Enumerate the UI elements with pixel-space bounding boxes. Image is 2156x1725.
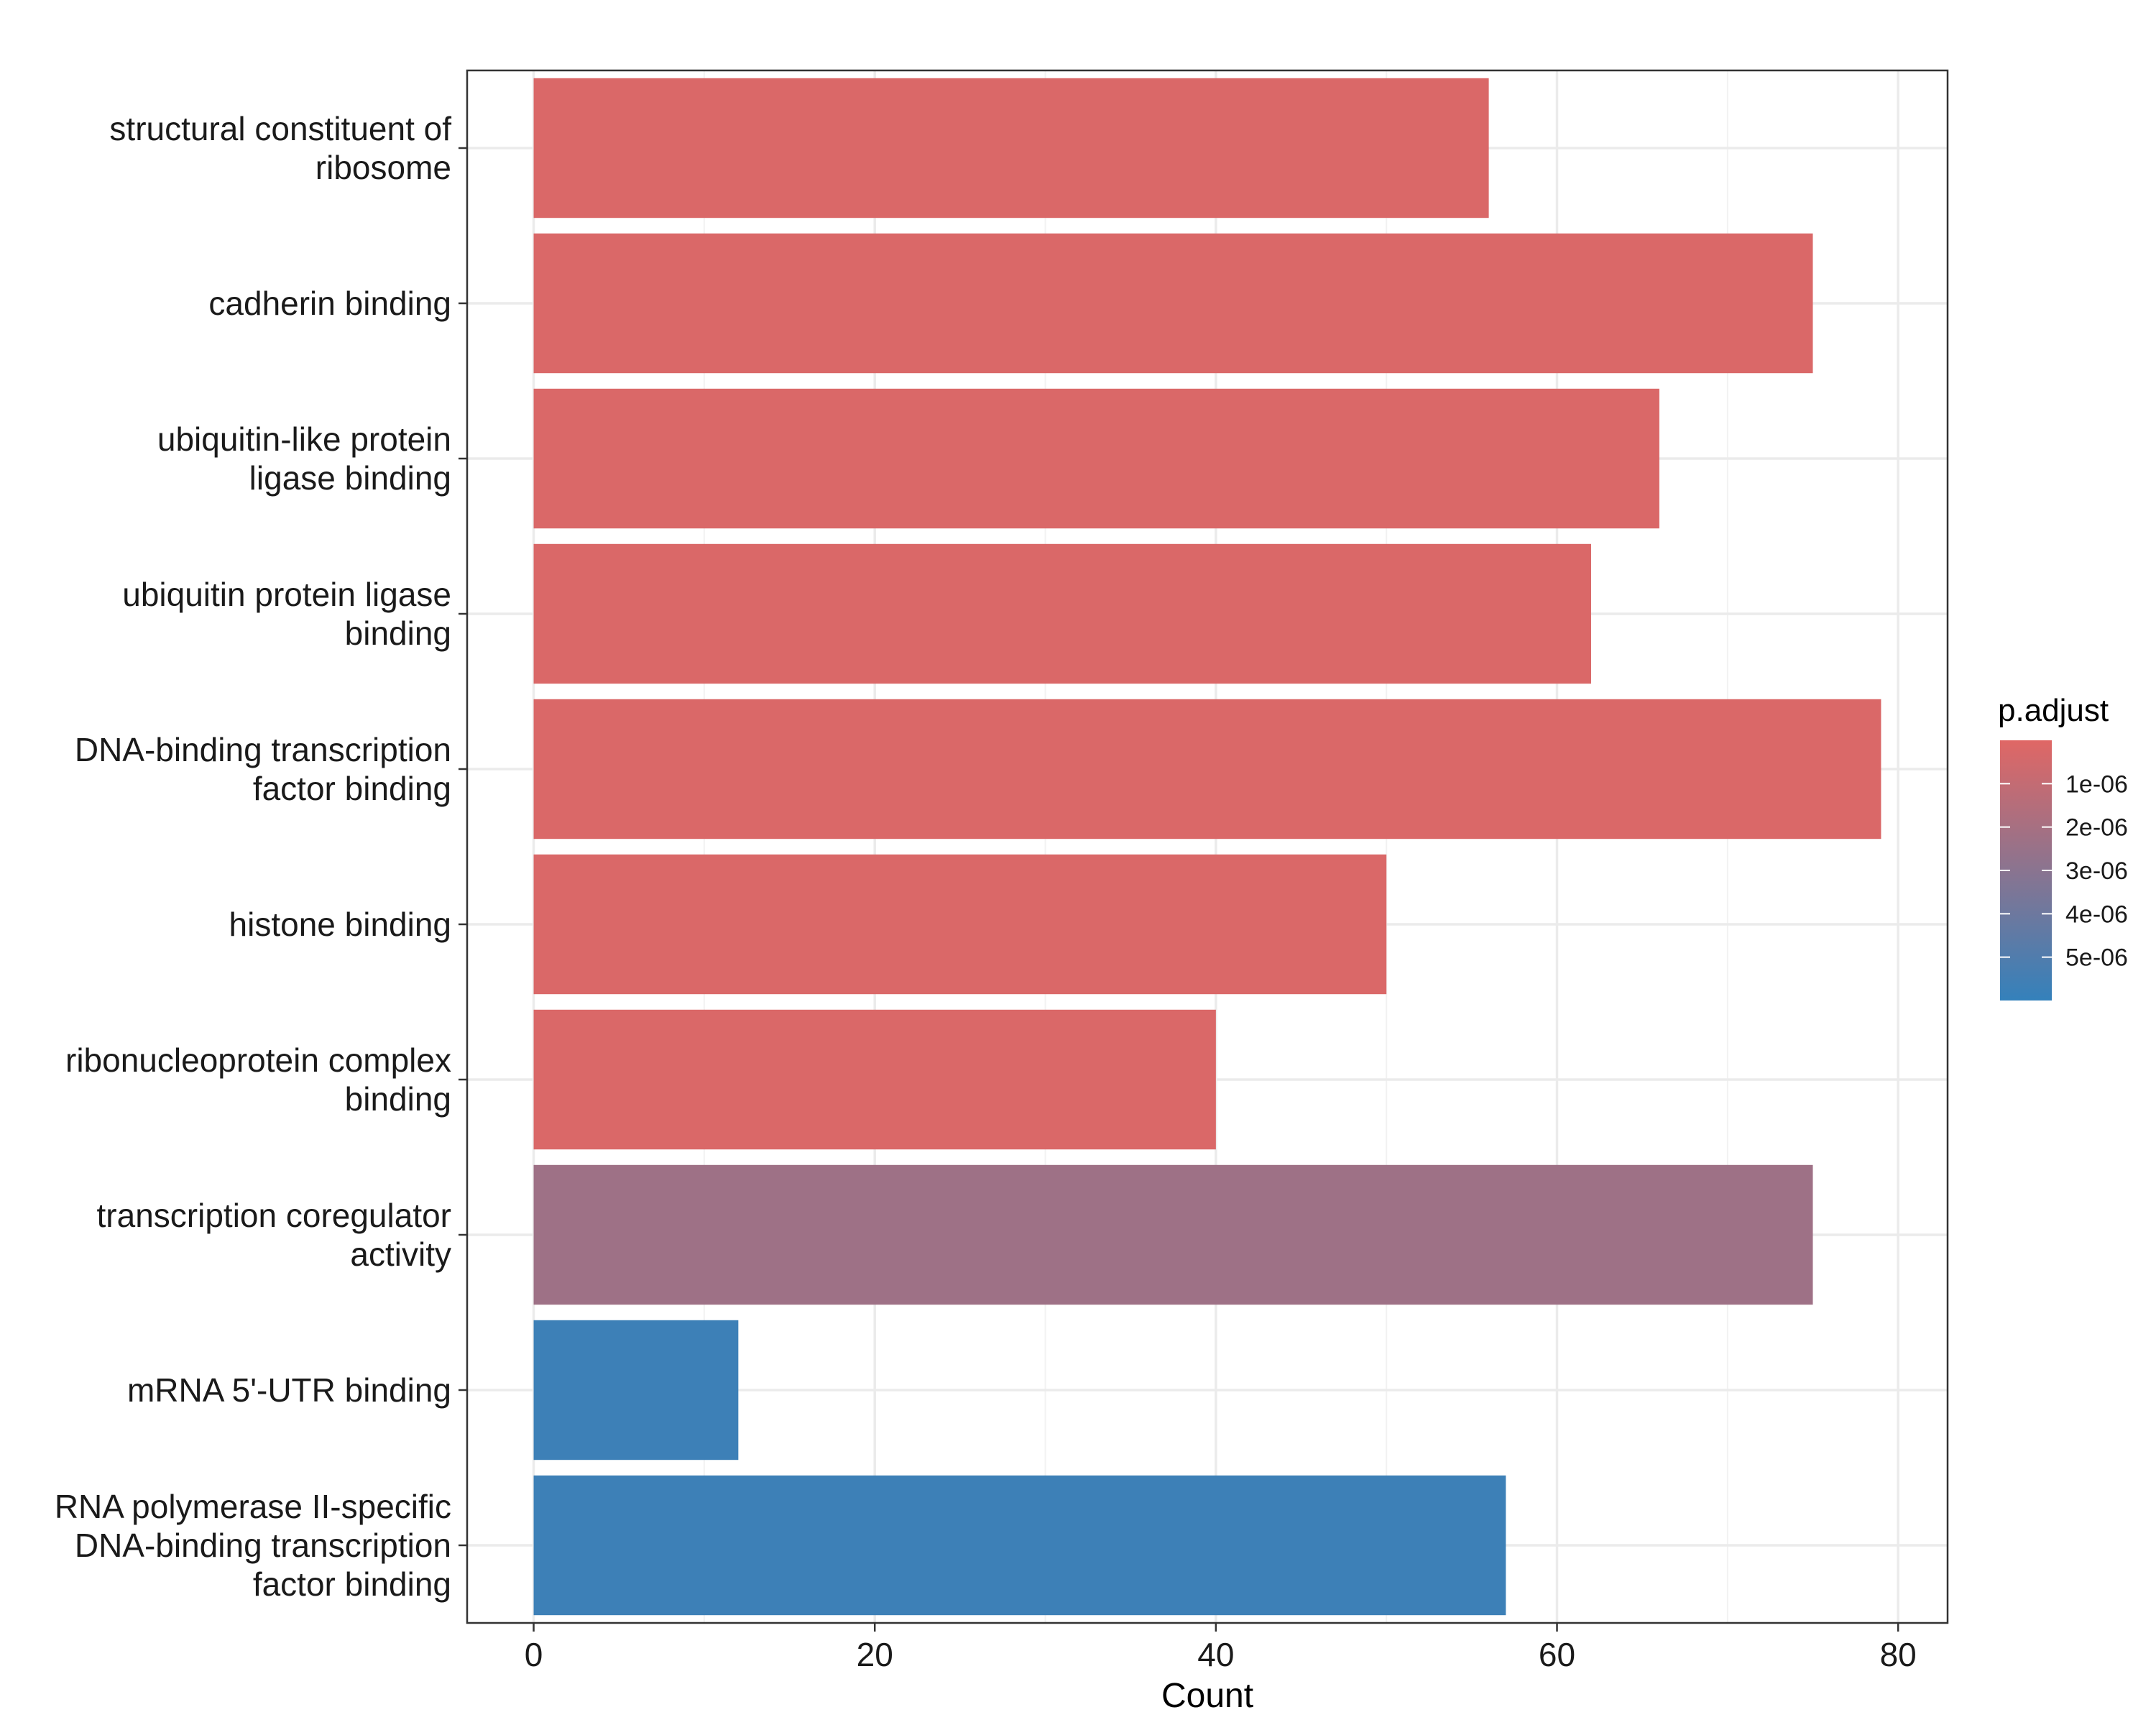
legend-tick-label: 1e-06 [2065,770,2128,798]
bar [533,388,1659,529]
y-tick-label: transcription coregulator activity [97,1197,451,1273]
y-tick-label: cadherin binding [208,285,451,322]
legend: p.adjust 1e-06 2e-06 3e-06 4e-06 5e-06 [1998,693,2128,1000]
legend-tick-label: 3e-06 [2065,857,2128,885]
y-axis: structural constituent of ribosome cadheri… [55,110,467,1603]
y-tick-label: ribonucleoprotein complex binding [65,1041,451,1118]
y-tick-label: ubiquitin-like protein ligase binding [157,420,451,497]
y-tick-label: ubiquitin protein ligase binding [122,576,451,652]
bars [533,78,1881,1616]
legend-title: p.adjust [1998,693,2109,728]
plot-border [466,69,1949,1624]
legend-tick-label: 4e-06 [2065,901,2128,928]
legend-tick-label: 2e-06 [2065,814,2128,842]
x-tick-label: 60 [1539,1636,1575,1673]
legend-tick-label: 5e-06 [2065,944,2128,972]
x-tick-label: 40 [1197,1636,1234,1673]
bar [533,1164,1813,1305]
y-tick-label: histone binding [229,906,451,943]
y-tick-label: structural constituent of ribosome [109,110,451,186]
x-tick-label: 80 [1880,1636,1917,1673]
bar [533,699,1881,840]
bar [533,854,1387,995]
bar [533,1475,1506,1616]
bar [533,1320,739,1460]
y-tick-label: mRNA 5'-UTR binding [127,1371,451,1409]
x-axis: 0 20 40 60 80 [525,1623,1917,1673]
x-axis-title: Count [1161,1677,1253,1715]
y-tick-label: DNA-binding transcription factor binding [75,731,451,807]
x-tick-label: 0 [525,1636,543,1673]
y-tick-label: RNA polymerase II-specific DNA-binding tr… [55,1488,451,1603]
bar [533,233,1813,374]
bar [533,1009,1216,1150]
x-tick-label: 20 [857,1636,893,1673]
bar [533,543,1591,684]
legend-ticks: 1e-06 2e-06 3e-06 4e-06 5e-06 [2000,770,2128,972]
bar [533,78,1489,218]
